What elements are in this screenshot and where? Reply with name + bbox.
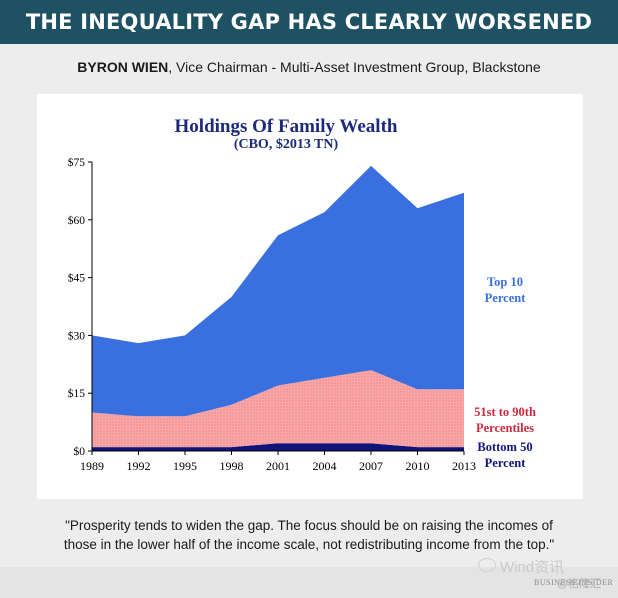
y-tick-label: $0 [74,445,86,458]
x-tick-label: 1998 [220,459,244,473]
chart-title: Holdings Of Family Wealth [175,116,398,137]
y-tick-label: $45 [68,272,86,285]
quote-line-2: those in the lower half of the income sc… [63,537,555,552]
y-tick-label: $75 [68,156,86,169]
label-top-10-line-2: Percent [485,291,527,305]
wechat-icon [478,558,496,572]
y-tick-label: $30 [68,329,86,342]
chart-card: Holdings Of Family Wealth (CBO, $2013 TN… [37,94,583,499]
byline: BYRON WIEN, Vice Chairman - Multi-Asset … [0,59,618,75]
y-tick-label: $60 [68,214,86,227]
byline-name: BYRON WIEN [77,59,169,75]
label-51-90-line-1: 51st to 90th [474,405,536,419]
y-tick-label: $15 [68,387,86,400]
label-bottom-50-line-2: Percent [485,456,527,470]
x-tick-label: 2007 [359,459,383,473]
area-51-90 [92,370,464,448]
chart-subtitle: (CBO, $2013 TN) [234,137,339,152]
watermark-strip [0,567,618,598]
byline-role: , Vice Chairman - Multi-Asset Investment… [168,59,541,75]
x-tick-label: 2001 [266,459,290,473]
wealth-chart: Holdings Of Family Wealth (CBO, $2013 TN… [68,116,536,473]
x-tick-label: 1989 [80,459,104,473]
x-tick-label: 2004 [313,459,337,473]
watermark-gelonghui: @格隆汇 [557,578,602,590]
watermark-wind: Wind资讯 [500,559,565,576]
x-tick-label: 1992 [127,459,151,473]
x-tick-label: 2010 [406,459,430,473]
x-tick-label: 2013 [452,459,476,473]
area-bottom-50 [92,443,464,451]
label-bottom-50-line-1: Bottom 50 [477,440,532,454]
quote: "Prosperity tends to widen the gap. The … [0,516,618,554]
label-51-90-line-2: Percentiles [476,421,534,435]
area-top-10 [92,165,464,417]
label-top-10-line-1: Top 10 [487,275,523,289]
quote-line-1: "Prosperity tends to widen the gap. The … [65,518,553,533]
x-tick-label: 1995 [173,459,197,473]
watermark-business-insider: BUSINESS INSIDER [534,578,614,587]
banner-title: THE INEQUALITY GAP HAS CLEARLY WORSENED [0,0,618,44]
